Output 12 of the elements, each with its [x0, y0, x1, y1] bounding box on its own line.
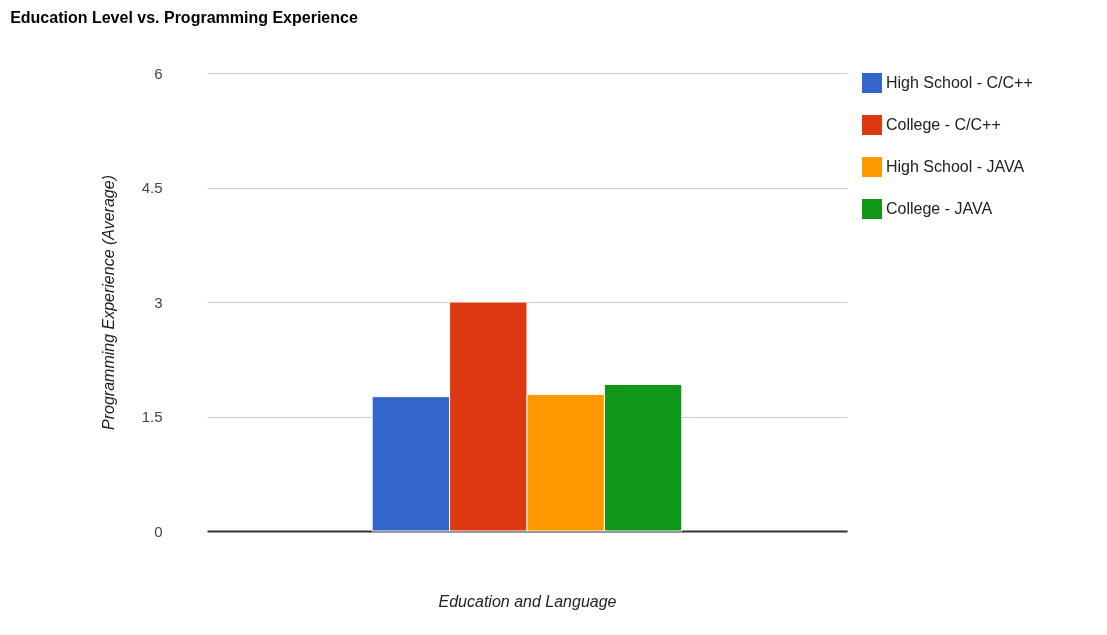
- legend-label: High School - JAVA: [886, 158, 1025, 175]
- legend-label: High School - C/C++: [886, 74, 1033, 91]
- y-tick-label: 1.5: [141, 408, 163, 425]
- y-tick-label: 4.5: [141, 179, 163, 196]
- y-axis-title: Programming Experience (Average): [99, 175, 117, 430]
- legend-label: College - C/C++: [886, 116, 1001, 133]
- y-tick-label: 0: [154, 522, 163, 540]
- x-axis-title: Education and Language: [438, 592, 617, 610]
- legend-label: College - JAVA: [886, 200, 993, 217]
- chart-title: Education Level vs. Programming Experience: [10, 9, 358, 26]
- y-tick-label: 6: [154, 64, 163, 82]
- y-tick-label: 3: [154, 293, 163, 311]
